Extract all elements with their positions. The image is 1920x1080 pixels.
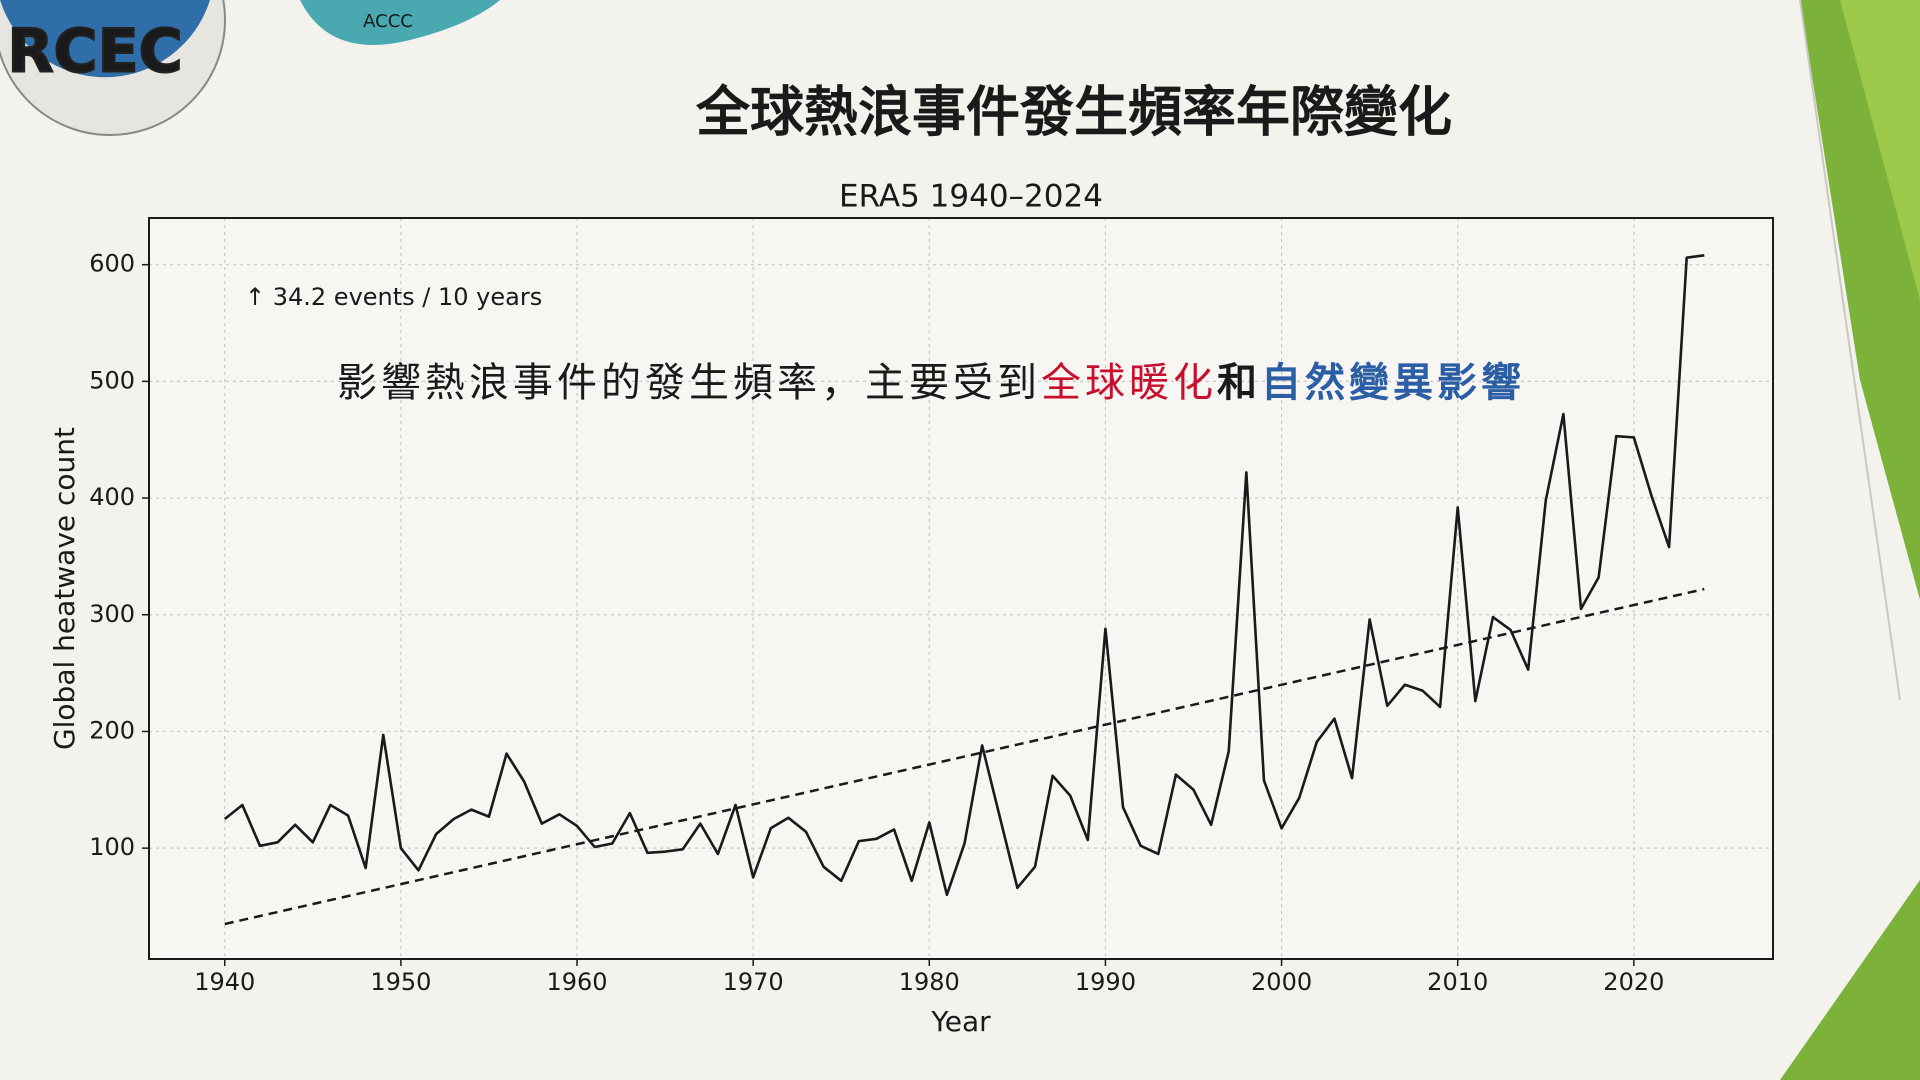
plot-background — [149, 218, 1773, 959]
note-part: 和 — [1217, 359, 1261, 406]
logo-rcec-globe — [0, 0, 210, 78]
x-tick-label: 1980 — [899, 968, 960, 996]
chart-subtitle: ERA5 1940–2024 — [839, 179, 1103, 215]
note-part: 全球暖化 — [1041, 360, 1217, 406]
x-tick-label: 1970 — [723, 968, 784, 996]
y-tick-label: 600 — [89, 250, 135, 278]
y-tick-label: 400 — [89, 483, 135, 511]
note-part: 自然變異影響 — [1261, 359, 1525, 406]
x-tick-label: 1960 — [546, 968, 607, 996]
y-tick-label: 500 — [89, 366, 135, 394]
annotation: ↑ 34.2 events / 10 years — [245, 283, 542, 311]
chart-title: 全球熱浪事件發生頻率年際變化 — [695, 81, 1452, 144]
plot-frame — [148, 217, 1774, 960]
x-tick-label: 2000 — [1251, 968, 1312, 996]
x-tick-label: 2020 — [1603, 968, 1664, 996]
y-tick-label: 100 — [89, 833, 135, 861]
x-tick-label: 1990 — [1075, 968, 1136, 996]
note-part: 影響熱浪事件的發生頻率，主要受到 — [337, 360, 1041, 406]
note: 影響熱浪事件的發生頻率，主要受到全球暖化和自然變異影響 — [337, 359, 1525, 406]
green-decoration — [1840, 0, 1920, 300]
plot: 100 200 300 400 500 600 1940 1950 1960 1970 1980 19… — [48, 217, 1774, 1038]
trend-line — [224, 587, 1705, 926]
y-tick-label: 300 — [89, 600, 135, 628]
y-axis-label: Global heatwave count — [48, 427, 81, 750]
green-decoration — [1780, 0, 1920, 1080]
logo-text: ACCC — [363, 11, 413, 32]
x-tick-label: 1940 — [194, 968, 255, 996]
slide-edge — [1799, 0, 1901, 701]
data-line — [223, 254, 1705, 897]
logo-text: RCEC — [7, 17, 182, 87]
x-axis-label: Year — [930, 1005, 991, 1038]
y-tick-label: 200 — [89, 716, 135, 744]
x-tick-label: 1950 — [370, 968, 431, 996]
logo-accc — [300, 0, 500, 45]
x-tick-label: 2010 — [1427, 968, 1488, 996]
